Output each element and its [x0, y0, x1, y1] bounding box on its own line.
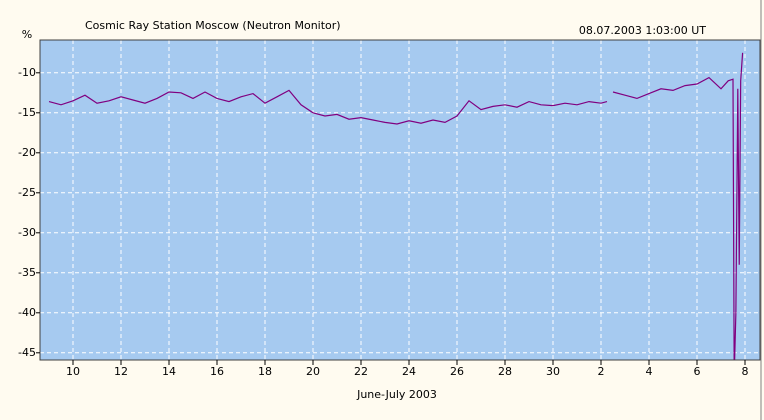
y-tick-label: -40	[18, 306, 36, 319]
x-tick-label: 24	[402, 365, 416, 378]
timestamp: 08.07.2003 1:03:00 UT	[579, 24, 706, 37]
x-tick-label: 10	[66, 365, 80, 378]
y-tick-label: -30	[18, 226, 36, 239]
chart-title: Cosmic Ray Station Moscow (Neutron Monit…	[85, 19, 341, 32]
x-tick-label: 12	[114, 365, 128, 378]
x-tick-label: 18	[258, 365, 272, 378]
x-tick-label: 14	[162, 365, 176, 378]
x-tick-label: 26	[450, 365, 464, 378]
plot-frame	[39, 39, 761, 361]
x-tick-label: 30	[546, 365, 560, 378]
x-tick-label: 6	[694, 365, 701, 378]
y-tick-label: -25	[18, 186, 36, 199]
y-tick-label: -15	[18, 106, 36, 119]
x-tick-label: 22	[354, 365, 368, 378]
x-tick-label: 16	[210, 365, 224, 378]
data-line	[48, 52, 744, 360]
y-tick-label: -35	[18, 266, 36, 279]
y-tick-label: -20	[18, 146, 36, 159]
y-axis-label: %	[22, 28, 32, 41]
x-tick-label: 20	[306, 365, 320, 378]
x-axis-label: June-July 2003	[356, 388, 437, 401]
plot-area	[40, 40, 760, 360]
grid	[40, 40, 760, 360]
x-tick-label: 28	[498, 365, 512, 378]
y-tick-label: -10	[18, 66, 36, 79]
x-tick-label: 8	[742, 365, 749, 378]
x-tick-label: 2	[598, 365, 605, 378]
series	[48, 52, 744, 360]
x-tick-label: 4	[646, 365, 653, 378]
y-tick-label: -45	[18, 346, 36, 359]
